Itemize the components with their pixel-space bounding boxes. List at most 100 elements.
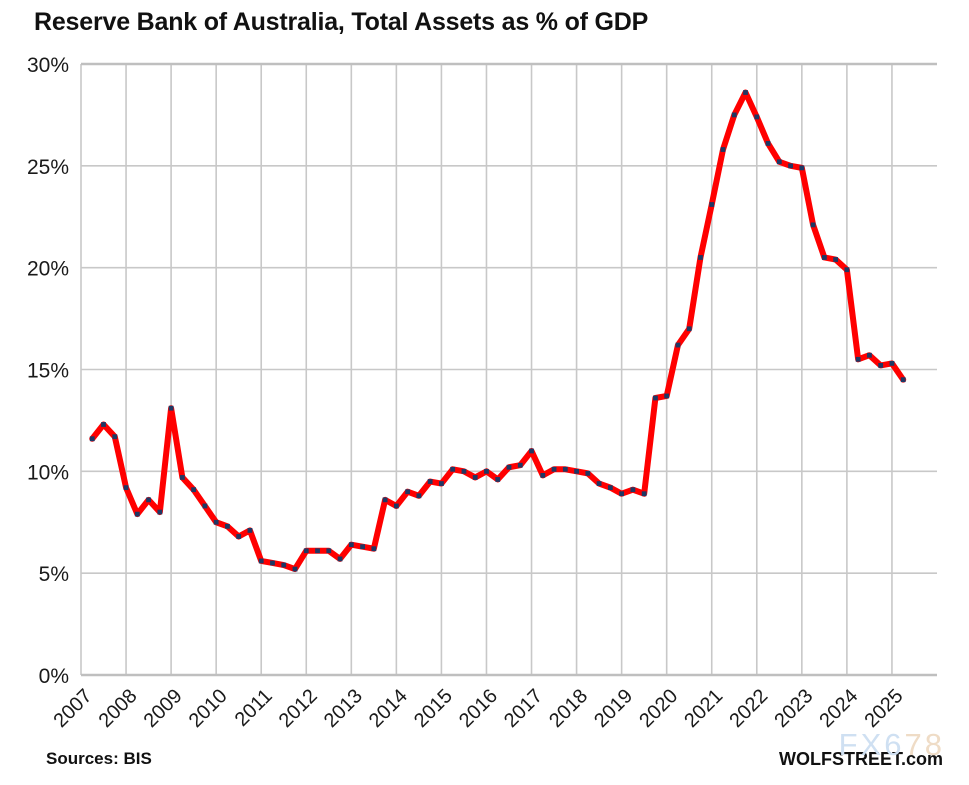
data-point-marker: [281, 562, 287, 568]
x-axis-tick-label: 2008: [95, 685, 142, 732]
data-point-marker: [258, 558, 264, 564]
data-point-marker: [225, 523, 230, 529]
sources-label: Sources: BIS: [46, 749, 152, 768]
data-point-marker: [101, 422, 106, 427]
y-axis-tick-label: 5%: [39, 563, 69, 586]
data-point-marker: [303, 548, 309, 554]
data-point-marker: [247, 527, 253, 533]
data-point-marker: [123, 485, 129, 491]
x-axis-tick-label: 2007: [50, 685, 97, 732]
x-axis-tick-label: 2024: [815, 685, 862, 732]
x-axis-tick-label: 2010: [185, 685, 232, 732]
x-axis-tick-label: 2014: [365, 685, 412, 732]
data-point-marker: [371, 546, 377, 552]
data-point-marker: [270, 560, 275, 566]
data-point-marker: [134, 511, 140, 517]
data-point-marker: [315, 548, 320, 554]
data-point-marker: [641, 491, 647, 497]
data-point-marker: [653, 395, 658, 401]
data-point-marker: [213, 519, 219, 525]
x-axis-tick-label: 2020: [635, 685, 682, 732]
data-point-marker: [157, 509, 163, 515]
data-point-marker: [686, 326, 692, 332]
x-axis-tick-label: 2013: [320, 685, 367, 732]
x-axis-tick-label: 2023: [770, 685, 817, 732]
data-point-marker: [416, 493, 422, 499]
data-point-marker: [720, 147, 726, 152]
data-point-marker: [619, 491, 625, 497]
y-axis-tick-label: 20%: [27, 258, 69, 281]
data-point-marker: [709, 202, 715, 207]
data-point-marker: [551, 466, 557, 472]
data-point-marker: [529, 448, 534, 454]
data-point-marker: [574, 468, 579, 474]
data-point-marker: [664, 393, 670, 399]
data-point-marker: [585, 470, 591, 476]
data-point-marker: [191, 487, 197, 493]
data-point-marker: [855, 356, 861, 362]
data-point-marker: [788, 163, 793, 169]
data-point-marker: [146, 497, 151, 503]
data-point-marker: [179, 475, 185, 480]
x-axis-tick-label: 2012: [275, 685, 322, 732]
x-axis-tick-label: 2022: [725, 685, 772, 732]
data-point-marker: [439, 481, 444, 486]
x-axis-tick-label: 2011: [231, 685, 277, 731]
data-point-marker: [675, 342, 681, 348]
data-point-marker: [731, 112, 737, 118]
data-point-marker: [562, 466, 568, 472]
data-point-marker: [506, 464, 512, 470]
data-point-marker: [348, 542, 354, 548]
data-point-marker: [867, 352, 872, 358]
y-axis-tick-label: 15%: [27, 360, 69, 383]
y-axis-tick-label: 10%: [27, 461, 69, 484]
x-axis-tick-label: 2016: [455, 685, 502, 732]
data-point-marker: [168, 405, 174, 411]
data-point-marker: [236, 534, 242, 539]
y-axis-tick-label: 25%: [27, 156, 69, 179]
x-axis-tick-label: 2017: [500, 685, 547, 732]
data-point-marker: [326, 548, 332, 554]
data-point-marker: [495, 477, 501, 482]
brand-label: WOLFSTREET.com: [778, 749, 943, 769]
data-point-marker: [833, 257, 839, 262]
data-point-marker: [630, 487, 636, 493]
data-point-marker: [900, 377, 906, 383]
data-point-marker: [484, 468, 489, 474]
data-point-marker: [754, 114, 760, 120]
data-point-marker: [393, 503, 399, 509]
y-axis-tick-label: 30%: [27, 54, 69, 77]
data-point-marker: [461, 468, 467, 474]
x-axis-tick-label: 2015: [410, 685, 457, 732]
data-point-marker: [427, 479, 433, 484]
data-point-marker: [698, 255, 703, 260]
data-point-marker: [450, 466, 456, 472]
x-axis-tick-label: 2018: [545, 685, 592, 732]
page-title: Reserve Bank of Australia, Total Assets …: [34, 8, 649, 36]
data-point-marker: [607, 485, 613, 491]
data-point-marker: [472, 475, 478, 480]
data-point-marker: [596, 481, 602, 486]
data-point-marker: [382, 497, 388, 503]
data-point-marker: [540, 473, 546, 478]
data-point-marker: [89, 436, 95, 442]
x-axis-tick-label: 2021: [680, 685, 727, 732]
x-axis-tick-label: 2019: [590, 685, 637, 732]
data-point-marker: [360, 544, 365, 550]
data-point-marker: [889, 360, 895, 366]
x-axis-tick-label: 2025: [860, 685, 907, 732]
y-axis-tick-label: 0%: [39, 665, 69, 688]
data-point-marker: [810, 222, 816, 228]
data-point-marker: [878, 363, 884, 368]
data-point-marker: [405, 489, 411, 495]
data-point-marker: [844, 267, 850, 273]
data-point-marker: [202, 503, 208, 509]
data-point-marker: [743, 90, 748, 95]
data-point-marker: [292, 566, 298, 572]
data-point-marker: [112, 434, 118, 440]
data-point-marker: [821, 255, 827, 260]
data-point-marker: [517, 462, 523, 468]
data-point-marker: [799, 165, 805, 171]
